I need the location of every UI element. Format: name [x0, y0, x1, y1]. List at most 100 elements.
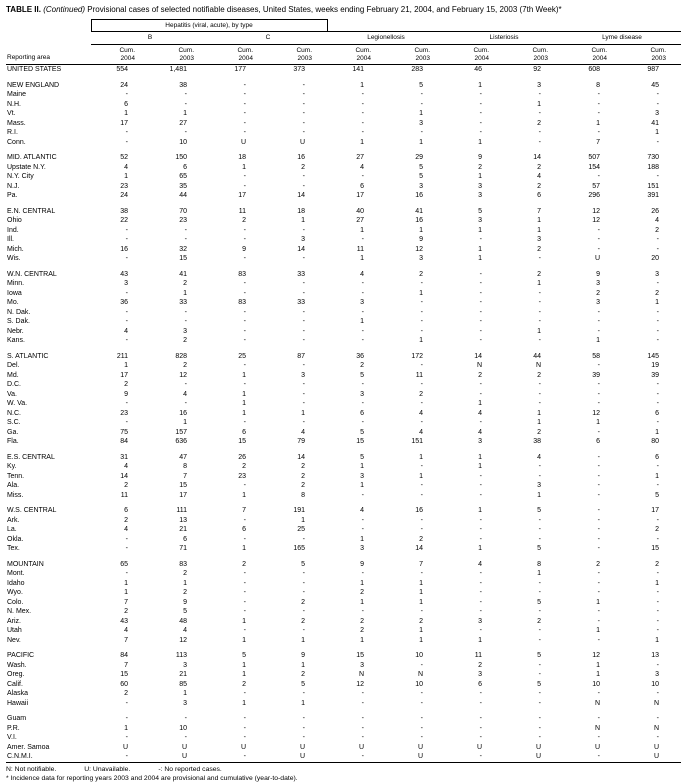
value-cell: 3	[655, 110, 659, 117]
value-cell: 2	[124, 516, 128, 524]
value-cell: 3	[301, 371, 305, 379]
value-cell: -	[538, 579, 541, 587]
value-cell: -	[479, 299, 482, 306]
value-cell: 2	[419, 535, 423, 543]
value-cell: 4	[478, 560, 482, 568]
value-cell: 1	[537, 419, 541, 426]
value-cell: -	[538, 289, 541, 297]
value-cell: -	[597, 608, 600, 615]
value-cell: 18	[238, 154, 246, 161]
value-cell: -	[125, 236, 128, 243]
value-cell: -	[597, 428, 600, 436]
value-cell: -	[538, 690, 541, 697]
table-title-text: Provisional cases of selected notifiable…	[87, 5, 562, 14]
value-cell: -	[597, 579, 600, 587]
value-cell: 17	[651, 507, 659, 514]
value-cell: 38	[179, 81, 187, 89]
value-cell: 2	[183, 589, 187, 596]
value-cell: 554	[116, 66, 128, 73]
value-cell: -	[243, 579, 246, 587]
value-cell: -	[597, 236, 600, 243]
reporting-area-cell: Mass.	[7, 119, 26, 127]
value-cell: -	[597, 507, 600, 514]
value-cell: 4	[419, 428, 423, 436]
subgroup-header-row: B C Legionellosis Listeriosis Lyme disea…	[6, 31, 681, 45]
value-cell: 12	[415, 245, 423, 253]
value-cell: 1	[242, 409, 246, 417]
value-cell: -	[479, 570, 482, 577]
value-cell: U	[417, 743, 423, 751]
value-cell: -	[479, 516, 482, 524]
col-group-hepatitis: Hepatitis (viral, acute), by type	[90, 19, 328, 32]
value-cell: -	[656, 236, 659, 243]
value-cell: -	[420, 526, 423, 533]
value-cell: -	[538, 589, 541, 596]
column-header-cum: Cum. 2003	[504, 44, 563, 65]
footnote-legend: N: Not notifiable. U: Unavailable. -: No r…	[6, 765, 681, 774]
value-cell: U	[476, 743, 482, 751]
value-cell: 2	[301, 617, 305, 625]
table-row: Ill. - - - 3 - 9 - 3 - -	[6, 235, 681, 245]
value-cell: -	[656, 570, 659, 577]
table-title: TABLE II. (Continued) Provisional cases …	[6, 5, 678, 15]
value-cell: 1	[537, 327, 541, 335]
value-cell: -	[479, 390, 482, 398]
value-cell: -	[361, 570, 364, 577]
value-cell: -	[479, 598, 482, 606]
value-cell: 1	[242, 699, 246, 707]
value-cell: 5	[301, 680, 305, 688]
value-cell: -	[597, 327, 600, 335]
value-cell: -	[184, 91, 187, 98]
reporting-area-cell: Wash.	[7, 661, 27, 669]
value-cell: 12	[592, 217, 600, 224]
value-cell: -	[184, 236, 187, 243]
value-cell: 2	[537, 371, 541, 379]
notifiable-diseases-table: Hepatitis (viral, acute), by type B C Le…	[6, 19, 681, 763]
value-cell: -	[243, 753, 246, 760]
value-cell: 3	[419, 255, 423, 262]
value-cell: 3	[478, 182, 482, 190]
value-cell: -	[243, 226, 246, 234]
value-cell: -	[125, 753, 128, 760]
value-cell: 11	[356, 245, 364, 253]
table-row: W. Va. - - 1 - - - 1 - - -	[6, 399, 681, 409]
value-cell: 1	[478, 453, 482, 461]
table-row: MID. ATLANTIC 52 150 18 16 27 29 9 14 507 730	[6, 153, 681, 163]
value-cell: 16	[179, 409, 187, 417]
value-cell: -	[656, 715, 659, 722]
value-cell: -	[420, 608, 423, 615]
value-cell: -	[479, 327, 482, 335]
value-cell: 12	[592, 652, 600, 659]
value-cell: 1	[655, 472, 659, 480]
value-cell: -	[361, 280, 364, 287]
value-cell: 8	[301, 491, 305, 499]
reporting-area-cell: NEW ENGLAND	[7, 81, 60, 89]
value-cell: 43	[120, 617, 128, 625]
value-cell: -	[597, 400, 600, 407]
column-header-cum: Cum. 2004	[327, 44, 386, 65]
table-row: Iowa - 1 - - - 1 - - 2 2	[6, 289, 681, 299]
value-cell: -	[243, 289, 246, 297]
value-cell: 9	[183, 598, 187, 606]
value-cell: 35	[179, 182, 187, 190]
reporting-area-cell: Mich.	[7, 245, 24, 253]
value-cell: -	[361, 419, 364, 426]
value-cell: -	[479, 589, 482, 596]
reporting-area-cell: Alaska	[7, 690, 29, 697]
value-cell: -	[479, 526, 482, 533]
value-cell: 1,481	[169, 66, 187, 73]
value-cell: 20	[651, 255, 659, 262]
value-cell: -	[302, 715, 305, 722]
table-row: Ga. 75 157 6 4 5 4 4 2 - 1	[6, 428, 681, 438]
value-cell: -	[479, 734, 482, 741]
column-header-cum: Cum. 2004	[445, 44, 504, 65]
value-cell: -	[479, 419, 482, 426]
value-cell: 5	[537, 507, 541, 514]
value-cell: -	[538, 535, 541, 543]
value-cell: -	[656, 138, 659, 146]
value-cell: -	[597, 617, 600, 625]
value-cell: 1	[419, 598, 423, 606]
value-cell: -	[656, 337, 659, 344]
value-cell: 3	[478, 617, 482, 625]
table-row: Tex. -71 1 165 3 14 1 5-15	[6, 544, 681, 554]
